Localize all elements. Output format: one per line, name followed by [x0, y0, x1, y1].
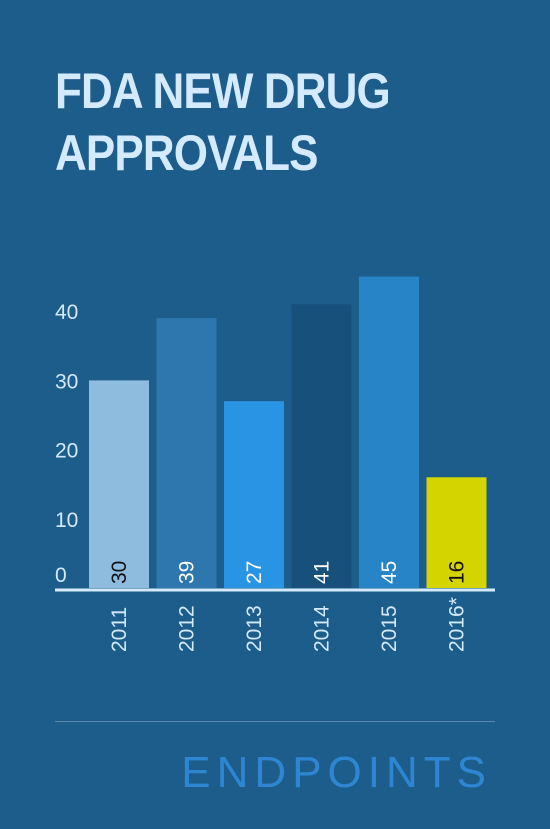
y-axis-ticks: 0 10 20 30 40 [55, 301, 78, 587]
data-label-2015: 45 [378, 561, 401, 584]
y-tick-label: 40 [55, 301, 78, 324]
data-label-2014: 41 [311, 561, 334, 584]
bar-2016* [426, 477, 487, 588]
data-label-2013: 27 [243, 561, 266, 584]
x-tick-label: 2015 [378, 605, 401, 652]
y-tick-label: 10 [55, 509, 78, 532]
bar-2012 [156, 318, 217, 588]
y-tick-label: 30 [55, 370, 78, 393]
data-label-2011: 30 [108, 561, 131, 584]
bars: 30 39 27 41 45 16 [89, 276, 487, 588]
chart-title: FDA NEW DRUG APPROVALS [55, 63, 391, 181]
bar-2011 [89, 380, 149, 588]
bar-2013 [224, 401, 284, 588]
x-tick-label: 2013 [243, 605, 266, 652]
x-axis-ticks: 2011 2012 2013 2014 2015 2016* [108, 597, 469, 652]
data-label-2016*: 16 [446, 561, 469, 584]
x-tick-label: 2012 [176, 605, 199, 652]
data-label-2012: 39 [176, 561, 199, 584]
brand-logo: ENDPOINTS [181, 748, 492, 797]
bar-2015 [359, 276, 419, 588]
y-tick-label: 0 [55, 564, 67, 587]
y-tick-label: 20 [55, 440, 78, 463]
x-tick-label: 2011 [108, 607, 131, 652]
footer-divider [55, 721, 495, 722]
x-tick-label: 2016* [446, 597, 469, 652]
x-tick-label: 2014 [311, 605, 334, 652]
bar-2014 [291, 304, 352, 588]
